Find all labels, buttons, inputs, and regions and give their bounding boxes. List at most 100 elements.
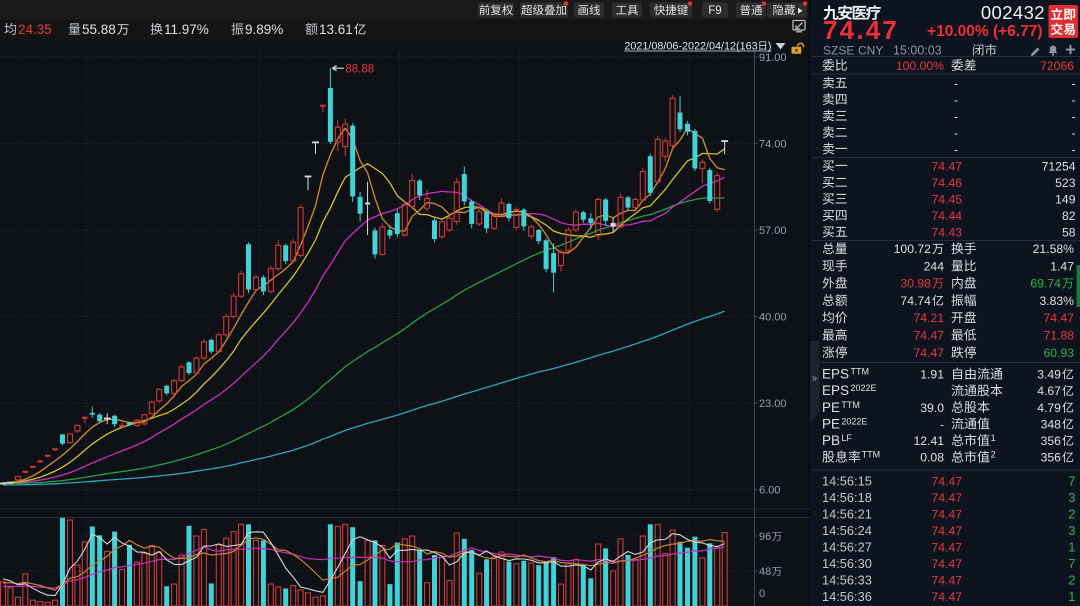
svg-text:PE: PE [822, 400, 840, 415]
svg-text:55.88: 55.88 [82, 22, 116, 37]
svg-text:-: - [954, 126, 958, 140]
svg-text:2: 2 [1068, 573, 1075, 588]
svg-text:EPS: EPS [822, 383, 849, 398]
svg-text:1: 1 [991, 433, 996, 443]
svg-text:PE: PE [822, 416, 840, 431]
svg-text:-: - [1071, 126, 1075, 140]
svg-text:PB: PB [822, 433, 840, 448]
svg-text:14:56:33: 14:56:33 [822, 573, 872, 588]
svg-text:14:56:30: 14:56:30 [822, 556, 872, 571]
svg-text:F9: F9 [708, 5, 721, 17]
svg-text:15:00:03: 15:00:03 [893, 44, 942, 58]
svg-text:74.47: 74.47 [932, 508, 963, 522]
svg-text:-: - [954, 142, 958, 156]
svg-text:39.0: 39.0 [920, 401, 944, 415]
svg-text:74.46: 74.46 [932, 176, 963, 190]
svg-text:TTM: TTM [841, 400, 860, 410]
svg-text:3.83%: 3.83% [1039, 294, 1074, 308]
svg-text:3: 3 [1068, 523, 1075, 538]
svg-text:1.91: 1.91 [920, 368, 944, 382]
svg-text:82: 82 [1062, 209, 1076, 223]
svg-text:1: 1 [1068, 589, 1075, 604]
svg-text:356: 356 [1041, 434, 1062, 448]
svg-text:3.49: 3.49 [1037, 368, 1061, 382]
svg-text:74.47: 74.47 [932, 475, 963, 489]
svg-text:-: - [954, 109, 958, 123]
svg-text:74.47: 74.47 [932, 491, 963, 505]
svg-text:74.47: 74.47 [1044, 311, 1075, 325]
svg-text:91.00: 91.00 [759, 52, 787, 64]
svg-text:74.00: 74.00 [759, 139, 787, 151]
svg-text:74.47: 74.47 [914, 346, 945, 360]
svg-text:TTM: TTM [851, 367, 870, 377]
svg-text:-: - [954, 76, 958, 90]
svg-text:-: - [1071, 142, 1075, 156]
svg-text:7: 7 [1068, 556, 1075, 571]
svg-text:21.58%: 21.58% [1033, 242, 1074, 256]
svg-text:2: 2 [991, 450, 996, 460]
svg-text:244: 244 [924, 259, 945, 273]
svg-text:60.93: 60.93 [1044, 346, 1075, 360]
svg-text:74.74: 74.74 [900, 294, 931, 308]
svg-text:4.79: 4.79 [1037, 401, 1061, 415]
svg-text:TTM: TTM [862, 450, 881, 460]
svg-text:523: 523 [1055, 176, 1076, 190]
svg-text:74.43: 74.43 [932, 225, 963, 239]
svg-text:-: - [1071, 93, 1075, 107]
svg-text:SZSE: SZSE [823, 44, 854, 58]
svg-text:): ) [768, 40, 772, 52]
svg-text:LF: LF [841, 433, 852, 443]
svg-text:74.47: 74.47 [932, 524, 963, 538]
svg-text:14:56:15: 14:56:15 [822, 474, 872, 489]
svg-text:40.00: 40.00 [759, 312, 787, 324]
svg-text:12.41: 12.41 [914, 434, 945, 448]
svg-text:74.47: 74.47 [932, 159, 963, 173]
svg-text:2022E: 2022E [851, 383, 877, 393]
svg-text:100.00%: 100.00% [896, 59, 944, 73]
svg-text:4.67: 4.67 [1037, 384, 1061, 398]
svg-text:74.45: 74.45 [932, 192, 963, 206]
svg-text:48: 48 [759, 566, 771, 578]
svg-text:9.89%: 9.89% [245, 22, 283, 37]
svg-text:13.61: 13.61 [319, 22, 353, 37]
svg-text:CNY: CNY [858, 44, 883, 58]
svg-text:14:56:36: 14:56:36 [822, 589, 872, 604]
svg-text:348: 348 [1041, 417, 1062, 431]
svg-text:7: 7 [1068, 474, 1075, 489]
svg-text:23.00: 23.00 [759, 398, 787, 410]
svg-text:74.47: 74.47 [932, 541, 963, 555]
svg-text:100.72: 100.72 [894, 242, 931, 256]
svg-text:14:56:18: 14:56:18 [822, 490, 872, 505]
svg-text:71254: 71254 [1042, 159, 1076, 173]
svg-text:69.74: 69.74 [1030, 277, 1061, 291]
svg-text:-: - [954, 93, 958, 107]
svg-text:88.88: 88.88 [345, 64, 374, 76]
svg-text:3: 3 [1068, 490, 1075, 505]
svg-text:58: 58 [1062, 225, 1076, 239]
svg-text:57.00: 57.00 [759, 225, 787, 237]
svg-text:0.08: 0.08 [920, 451, 944, 465]
svg-text:74.47: 74.47 [932, 557, 963, 571]
svg-text:6.00: 6.00 [759, 485, 780, 497]
svg-text:1: 1 [1068, 540, 1075, 555]
svg-text:-: - [1071, 76, 1075, 90]
svg-text:24.35: 24.35 [18, 22, 52, 37]
svg-text:14:56:21: 14:56:21 [822, 507, 872, 522]
svg-text:149: 149 [1055, 192, 1076, 206]
svg-text:14:56:27: 14:56:27 [822, 540, 872, 555]
svg-text:1.47: 1.47 [1050, 259, 1074, 273]
svg-text:74.21: 74.21 [914, 311, 945, 325]
svg-text:96: 96 [759, 531, 771, 543]
svg-text:-: - [940, 417, 944, 431]
svg-text:74.47: 74.47 [823, 15, 899, 45]
svg-text:+10.00% (+6.77): +10.00% (+6.77) [927, 23, 1042, 40]
svg-text:2022E: 2022E [841, 416, 867, 426]
svg-text:72066: 72066 [1040, 59, 1074, 73]
svg-text:2021/08/06-2022/04/12(163: 2021/08/06-2022/04/12(163 [624, 40, 757, 52]
svg-text:-: - [1071, 109, 1075, 123]
svg-text:74.47: 74.47 [914, 329, 945, 343]
svg-text:74.47: 74.47 [932, 574, 963, 588]
svg-text:30.98: 30.98 [900, 277, 931, 291]
svg-text:14:56:24: 14:56:24 [822, 523, 872, 538]
svg-text:71.88: 71.88 [1044, 329, 1075, 343]
